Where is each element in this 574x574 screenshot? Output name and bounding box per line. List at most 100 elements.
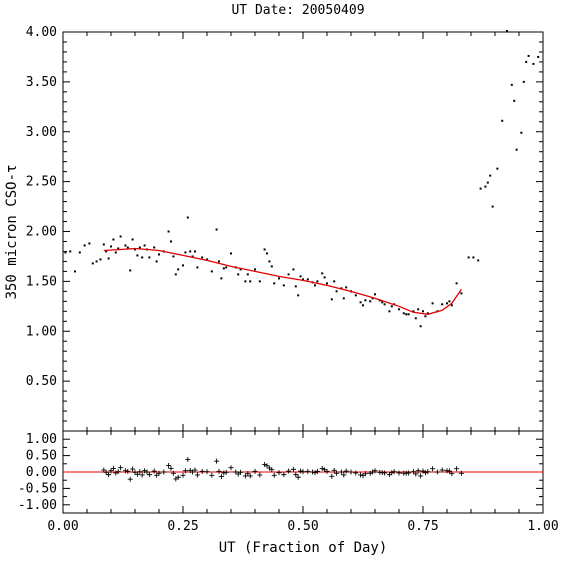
residual-point [348,469,354,475]
data-point [431,302,434,305]
data-point [184,251,187,254]
top-plot-frame [62,31,544,432]
data-point [294,285,297,288]
residual-point [257,472,263,478]
data-point [167,230,170,233]
data-point [74,270,76,273]
residual-point [214,458,220,464]
data-point [506,30,508,33]
residual-point [221,470,227,476]
residual-point [118,465,124,471]
data-point [491,205,494,208]
residual-point [281,472,287,478]
residual-point [410,469,416,475]
data-point [78,251,81,254]
residual-point [276,470,282,476]
data-point [402,312,405,315]
data-point [254,268,256,271]
top-y-axis: 0.50 1.00 1.50 2.00 2.50 3.00 3.50 4.00 [26,25,543,432]
data-point [489,174,492,177]
data-point [501,119,504,122]
fit-curve [103,247,462,315]
residual-point [127,476,133,482]
residual-point [271,472,277,478]
data-point [153,246,156,249]
top-panel: 0.50 1.00 1.50 2.00 2.50 3.00 3.50 4.00 350 mic… [4,25,544,432]
data-point [143,244,146,247]
data-point [174,273,177,276]
residual-point [415,468,421,474]
data-point [306,278,309,281]
data-point [441,303,444,306]
top-data-points [64,30,540,328]
residual-point [396,470,402,476]
data-point [333,280,336,283]
residual-point [137,469,143,475]
residual-point [334,470,340,476]
residual-point [144,469,150,475]
data-point [201,256,204,259]
data-point [83,244,86,247]
data-point [194,250,196,253]
data-point [330,298,333,301]
y-tick-label: 2.50 [26,175,57,190]
residual-point [108,468,114,474]
data-point [266,252,268,255]
residual-point [115,469,121,475]
residual-point [209,472,215,478]
residual-point [110,465,116,471]
residual-point [454,466,460,472]
data-point [359,301,362,304]
data-point [215,228,218,231]
residual-point [247,473,253,479]
data-point [472,256,475,259]
data-point [218,260,220,263]
residual-point [341,472,347,478]
residual-point [286,468,292,474]
data-point [345,286,348,289]
data-point [268,260,271,263]
data-point [222,267,225,270]
y-tick-label: 1.00 [26,432,57,447]
residual-point [166,462,172,468]
data-point [138,246,141,249]
data-point [455,282,458,285]
residual-point [290,466,296,472]
residual-point [161,469,167,475]
residual-point [103,469,109,475]
residual-point [185,457,191,463]
data-point [496,167,499,170]
data-point [299,275,302,278]
residual-point [139,472,145,478]
data-point [172,255,175,258]
data-point [383,303,386,306]
data-point [419,325,422,328]
data-point [110,245,112,248]
data-point [321,272,324,275]
y-tick-label: -0.50 [18,481,57,496]
chart-title: UT Date: 20050409 [231,3,364,18]
data-point [69,250,72,253]
residual-point [182,468,188,474]
data-point [422,310,424,313]
residual-point [194,472,200,478]
data-point [398,308,400,311]
residual-point [430,466,436,472]
data-point [515,148,518,151]
residual-point [170,470,176,476]
y-tick-label: 0.50 [26,449,57,464]
data-point [525,60,528,63]
data-point [191,255,194,258]
residual-point [269,467,275,473]
data-point [148,256,151,259]
data-point [282,284,285,287]
data-point [206,258,208,261]
data-point [316,280,319,283]
data-point [513,99,516,102]
residual-point [245,471,251,477]
residual-point [372,468,378,474]
residual-point [382,470,388,476]
residual-point [106,472,112,478]
data-point [177,268,180,271]
data-point [107,257,110,260]
